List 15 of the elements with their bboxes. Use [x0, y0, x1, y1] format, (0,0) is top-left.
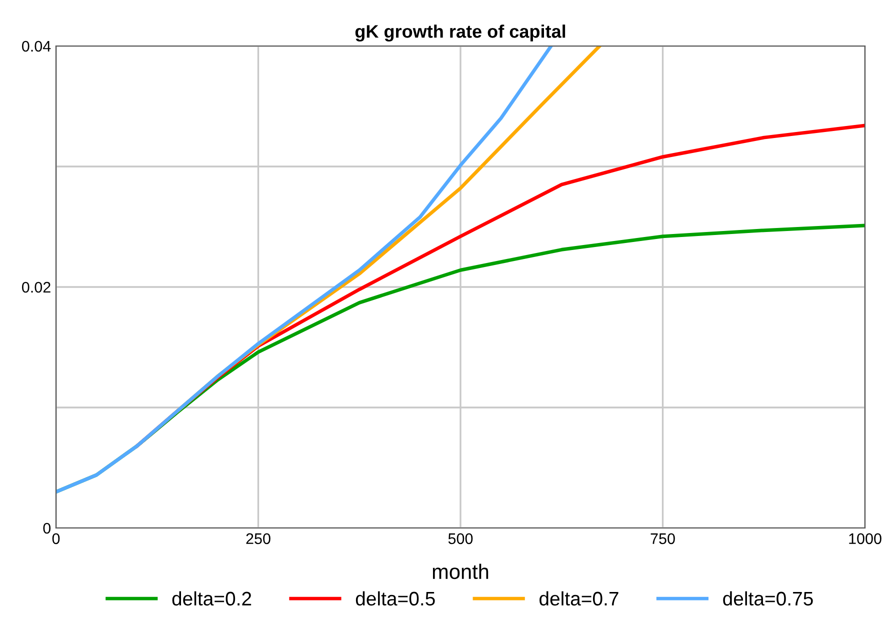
x-tick-label: 0: [52, 533, 60, 544]
line-series: [56, 46, 553, 494]
y-tick-label: 0.02: [22, 282, 50, 293]
x-tick-label: 1000: [849, 533, 882, 544]
x-tick-label: 750: [650, 533, 675, 544]
chart-title: gK growth rate of capital: [355, 24, 566, 42]
x-tick-label: 250: [246, 533, 270, 544]
x-axis-title: month: [432, 564, 488, 580]
y-tick-label: 0: [43, 522, 51, 534]
x-tick-label: 500: [448, 533, 473, 544]
legend-label: delta=0.5: [356, 591, 435, 606]
legend-label: delta=0.7: [540, 591, 618, 606]
legend-label: delta=0.75: [723, 591, 813, 606]
legend-label: delta=0.2: [172, 591, 252, 606]
y-tick-label: 0.04: [22, 40, 51, 52]
